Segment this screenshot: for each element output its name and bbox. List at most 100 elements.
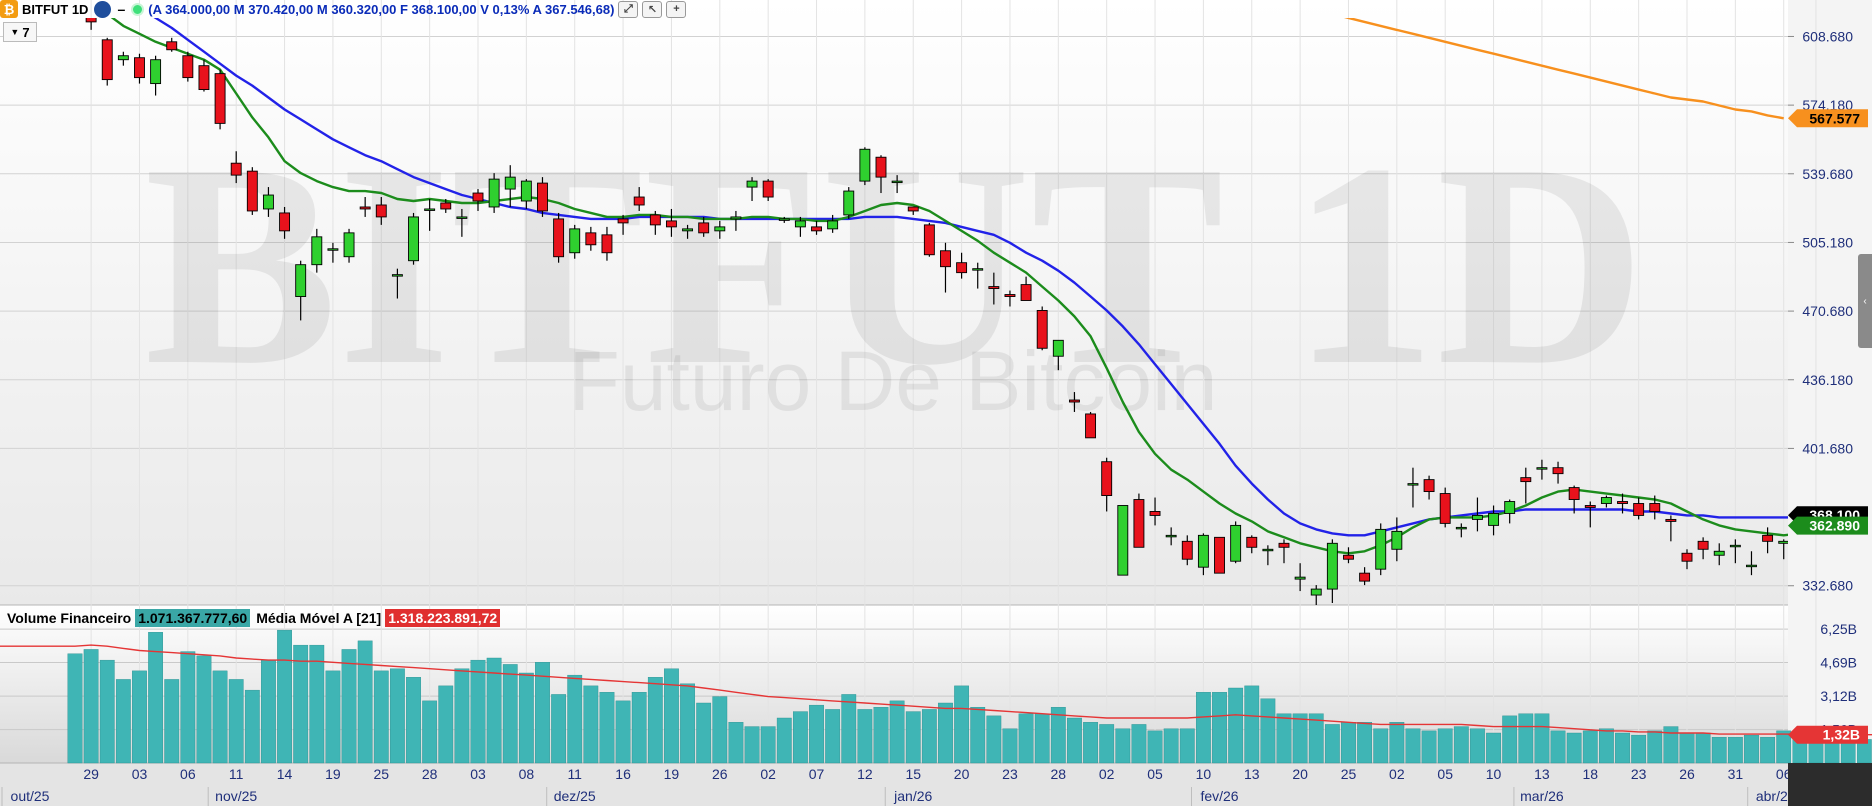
candle-body bbox=[1133, 499, 1145, 548]
volume-bar bbox=[1470, 728, 1485, 764]
price-tick-label: 574.180 bbox=[1802, 97, 1853, 113]
candle-down bbox=[1133, 493, 1145, 548]
candle-body bbox=[262, 194, 274, 210]
volume-bar bbox=[67, 653, 83, 764]
volume-bar bbox=[470, 659, 486, 764]
volume-bar bbox=[115, 679, 131, 764]
candle-body bbox=[150, 59, 162, 85]
volume-bar bbox=[196, 655, 212, 764]
volume-bar bbox=[83, 649, 99, 764]
volume-ma-label: Média Móvel A [21] bbox=[256, 610, 382, 626]
candle-body bbox=[1036, 310, 1048, 349]
candle-body bbox=[1181, 540, 1193, 560]
day-tick-label: 03 bbox=[132, 766, 148, 782]
candle-up bbox=[504, 165, 516, 207]
month-tick-label: fev/26 bbox=[1200, 788, 1238, 804]
volume-bar bbox=[1244, 685, 1260, 764]
volume-bar bbox=[1018, 713, 1034, 764]
candle-body bbox=[1214, 536, 1225, 574]
day-tick-label: 26 bbox=[1679, 766, 1695, 782]
cursor-icon[interactable]: ↖ bbox=[642, 0, 663, 18]
expand-icon[interactable]: ⤢ bbox=[618, 0, 639, 18]
volume-bar bbox=[406, 677, 421, 764]
candle-down bbox=[1020, 276, 1032, 301]
volume-value-badge: 1.071.367.777,60 bbox=[135, 609, 251, 627]
candle-body bbox=[1391, 530, 1403, 550]
candle-body bbox=[537, 182, 548, 212]
volume-bar bbox=[357, 640, 373, 764]
candle-body bbox=[472, 192, 484, 202]
levels-dropdown[interactable]: ▼ 7 bbox=[3, 22, 37, 42]
candle-body bbox=[794, 220, 806, 228]
volume-bar bbox=[1228, 687, 1244, 764]
y-axis: 608.680 574.180 539.680 505.180 470.680 436.1… bbox=[1788, 28, 1857, 738]
volume-bar bbox=[1292, 713, 1308, 764]
candle-body bbox=[1665, 518, 1677, 522]
volume-bar bbox=[212, 670, 228, 764]
bitcoin-icon: ₿ bbox=[0, 0, 18, 18]
day-tick-label: 02 bbox=[1389, 766, 1405, 782]
day-tick-label: 23 bbox=[1631, 766, 1647, 782]
price-tag-shape bbox=[1788, 109, 1868, 128]
volume-bar bbox=[293, 644, 309, 764]
candle-body bbox=[1117, 505, 1129, 576]
candle-down bbox=[1004, 290, 1016, 307]
volume-bar bbox=[1437, 728, 1453, 764]
levels-value: 7 bbox=[22, 24, 30, 40]
candle-body bbox=[585, 232, 597, 246]
volume-bar bbox=[486, 657, 502, 764]
candle-body bbox=[1230, 524, 1242, 562]
volume-bar bbox=[99, 659, 115, 764]
price-tag: 567.577 bbox=[1788, 109, 1868, 128]
volume-bar bbox=[180, 651, 196, 764]
candle-body bbox=[972, 268, 984, 271]
candle-up bbox=[391, 268, 403, 299]
volume-bar bbox=[228, 679, 244, 764]
candle-down bbox=[1584, 501, 1596, 528]
volume-bar bbox=[551, 694, 567, 764]
month-tick-label: out/25 bbox=[11, 788, 50, 804]
candlesticks bbox=[85, 18, 1788, 605]
exchange-icon[interactable] bbox=[94, 0, 112, 18]
candle-body bbox=[956, 262, 968, 274]
candle-down bbox=[1343, 547, 1354, 564]
candle-down bbox=[472, 189, 484, 211]
day-tick-label: 02 bbox=[760, 766, 776, 782]
candle-up bbox=[1375, 523, 1387, 576]
volume-bar bbox=[1276, 713, 1292, 764]
candle-up bbox=[859, 147, 871, 186]
candle-down bbox=[956, 252, 968, 279]
candle-down bbox=[1068, 392, 1080, 412]
volume-bar bbox=[873, 707, 889, 764]
ma-slow-line bbox=[153, 18, 1788, 537]
volume-bar bbox=[1179, 728, 1195, 764]
price-tag-label: 1,32B bbox=[1823, 727, 1860, 743]
chevron-left-icon: ‹ bbox=[1863, 295, 1867, 307]
volume-bar bbox=[1260, 698, 1276, 764]
add-icon[interactable]: + bbox=[666, 0, 687, 18]
candle-body bbox=[746, 180, 758, 188]
candle-down bbox=[875, 155, 887, 194]
side-panel-toggle[interactable]: ‹ bbox=[1858, 254, 1872, 348]
minus-icon[interactable]: – bbox=[117, 1, 126, 17]
candle-up bbox=[1600, 495, 1612, 508]
candle-body bbox=[843, 190, 855, 216]
candle-body bbox=[1649, 503, 1661, 512]
candle-body bbox=[1746, 564, 1757, 568]
volume-bar bbox=[164, 679, 180, 764]
candle-up bbox=[746, 177, 758, 202]
price-tag-label: 567.577 bbox=[1809, 110, 1860, 126]
candle-up bbox=[456, 208, 468, 237]
candle-body bbox=[1536, 467, 1548, 470]
candle-body bbox=[1310, 588, 1322, 596]
candle-body bbox=[1278, 542, 1290, 548]
candle-up bbox=[1471, 497, 1483, 532]
x-axis: 29 03 06 11 14 19 25 28 03 08 11 16 19 26 02 07 12 15 20 23… bbox=[1, 766, 1824, 806]
volume-bar bbox=[1083, 722, 1098, 764]
chevron-down-icon: ▼ bbox=[10, 27, 20, 37]
candle-down bbox=[940, 242, 951, 293]
candle-body bbox=[649, 214, 661, 226]
candle-up bbox=[1197, 533, 1209, 576]
